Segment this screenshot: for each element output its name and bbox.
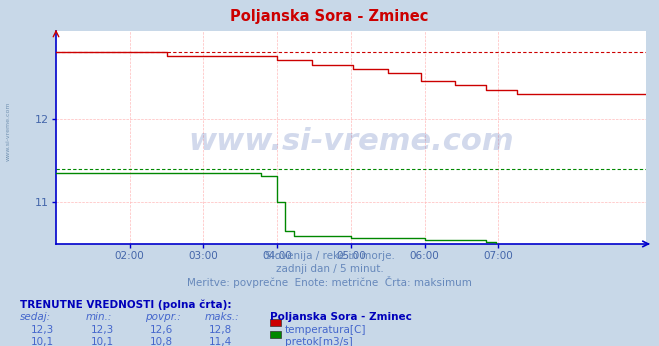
Text: TRENUTNE VREDNOSTI (polna črta):: TRENUTNE VREDNOSTI (polna črta): <box>20 299 231 310</box>
Text: Slovenija / reke in morje.: Slovenija / reke in morje. <box>264 251 395 261</box>
Text: 12,3: 12,3 <box>31 325 55 335</box>
Text: 11,4: 11,4 <box>209 337 233 346</box>
Text: pretok[m3/s]: pretok[m3/s] <box>285 337 353 346</box>
Text: 10,1: 10,1 <box>31 337 55 346</box>
Text: 10,1: 10,1 <box>90 337 114 346</box>
Text: 12,6: 12,6 <box>150 325 173 335</box>
Text: zadnji dan / 5 minut.: zadnji dan / 5 minut. <box>275 264 384 274</box>
Text: 10,8: 10,8 <box>150 337 173 346</box>
Text: 12,8: 12,8 <box>209 325 233 335</box>
Text: sedaj:: sedaj: <box>20 312 51 322</box>
Text: maks.:: maks.: <box>204 312 239 322</box>
Text: 12,3: 12,3 <box>90 325 114 335</box>
Text: temperatura[C]: temperatura[C] <box>285 325 366 335</box>
Text: Poljanska Sora - Zminec: Poljanska Sora - Zminec <box>270 312 412 322</box>
Text: Poljanska Sora - Zminec: Poljanska Sora - Zminec <box>230 9 429 24</box>
Text: min.:: min.: <box>86 312 112 322</box>
Text: www.si-vreme.com: www.si-vreme.com <box>5 102 11 161</box>
Text: www.si-vreme.com: www.si-vreme.com <box>188 127 514 156</box>
Text: Meritve: povprečne  Enote: metrične  Črta: maksimum: Meritve: povprečne Enote: metrične Črta:… <box>187 276 472 289</box>
Text: povpr.:: povpr.: <box>145 312 181 322</box>
